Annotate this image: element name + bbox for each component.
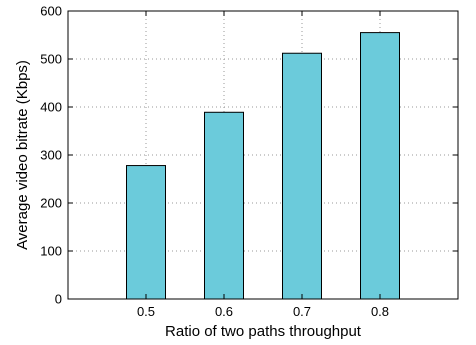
bar xyxy=(282,52,322,300)
y-tick-label: 100 xyxy=(40,244,62,259)
x-tick-label: 0.5 xyxy=(137,304,155,319)
y-tick-labels: 0 100 200 300 400 500 600 xyxy=(40,4,62,307)
axis-ticks xyxy=(68,10,458,300)
x-tick-label: 0.8 xyxy=(371,304,389,319)
bars xyxy=(126,32,400,300)
bar xyxy=(126,165,166,300)
y-tick-label: 400 xyxy=(40,100,62,115)
x-tick-label: 0.6 xyxy=(215,304,233,319)
y-tick-label: 200 xyxy=(40,196,62,211)
bar xyxy=(360,32,400,300)
bar xyxy=(204,111,244,300)
y-axis-title: Average video bitrate (Kbps) xyxy=(14,60,31,250)
y-tick-label: 0 xyxy=(55,292,62,307)
x-tick-label: 0.7 xyxy=(293,304,311,319)
y-tick-label: 300 xyxy=(40,148,62,163)
x-axis-title: Ratio of two paths throughput xyxy=(165,323,362,340)
y-tick-label: 600 xyxy=(40,4,62,19)
x-tick-labels: 0.5 0.6 0.7 0.8 xyxy=(137,304,389,319)
y-tick-label: 500 xyxy=(40,52,62,67)
